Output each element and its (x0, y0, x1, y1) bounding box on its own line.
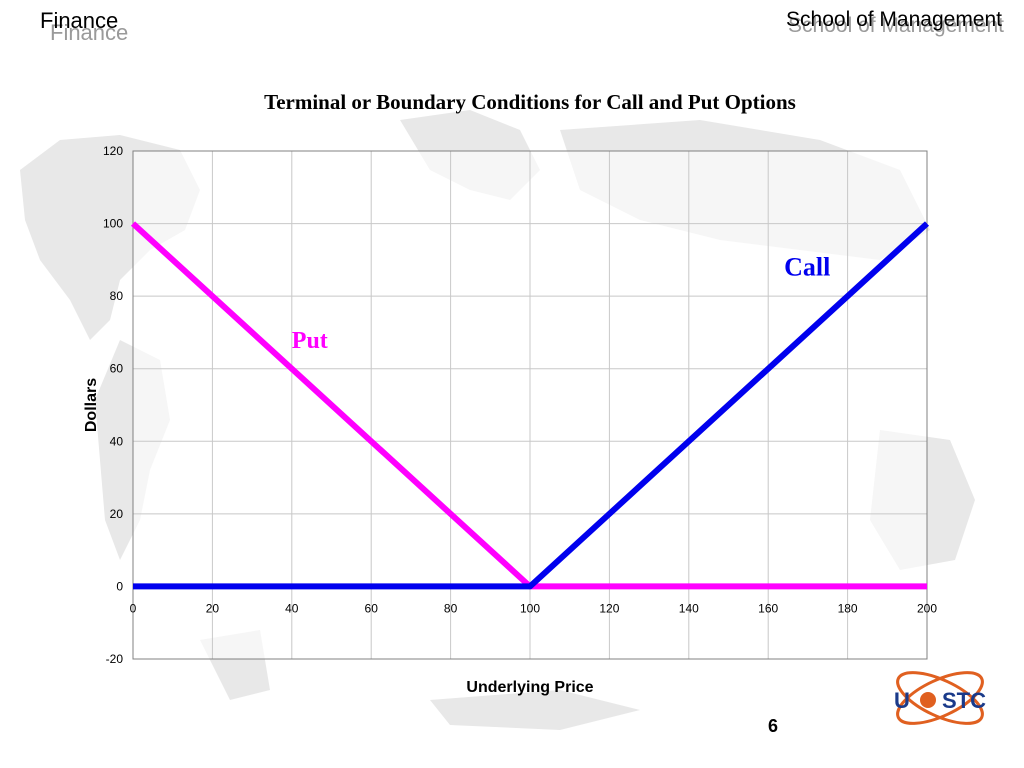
svg-text:U: U (894, 688, 910, 713)
y-tick-label: 120 (103, 144, 123, 158)
y-tick-label: 60 (110, 362, 124, 376)
y-tick-label: -20 (106, 652, 124, 666)
y-axis-title: Dollars (83, 378, 100, 432)
x-tick-label: 80 (444, 601, 458, 615)
header-right-title: School of Management School of Managemen… (786, 8, 1004, 37)
uestc-logo: U STC (894, 671, 986, 725)
x-tick-label: 0 (130, 601, 137, 615)
series-line-call (133, 221, 930, 590)
x-tick-label: 20 (206, 601, 220, 615)
x-tick-label: 60 (365, 601, 379, 615)
y-tick-label: 40 (110, 434, 124, 448)
x-tick-label: 160 (758, 601, 778, 615)
y-tick-label: 20 (110, 507, 124, 521)
chart-title: Terminal or Boundary Conditions for Call… (264, 90, 796, 114)
header-right-title-shadow: School of Management (788, 14, 1004, 37)
x-axis-title: Underlying Price (466, 679, 593, 696)
header-left-title-shadow: Finance (50, 20, 129, 45)
x-tick-label: 120 (599, 601, 619, 615)
y-tick-label: 100 (103, 217, 123, 231)
x-tick-label: 200 (917, 601, 937, 615)
x-tick-label: 180 (838, 601, 858, 615)
call-label: Call (784, 253, 830, 282)
page-number: 6 (768, 716, 779, 736)
y-tick-label: 0 (116, 579, 123, 593)
x-tick-label: 100 (520, 601, 540, 615)
header-left-title: Finance Finance (40, 8, 128, 45)
x-tick-label: 40 (285, 601, 299, 615)
x-tick-label: 140 (679, 601, 699, 615)
header-left-title-text: Finance (40, 8, 119, 33)
header-right-title-text: School of Management (786, 8, 1002, 31)
y-tick-label: 80 (110, 289, 124, 303)
put-label: Put (292, 328, 328, 354)
plot-frame (132, 150, 928, 660)
svg-text:STC: STC (942, 688, 986, 713)
